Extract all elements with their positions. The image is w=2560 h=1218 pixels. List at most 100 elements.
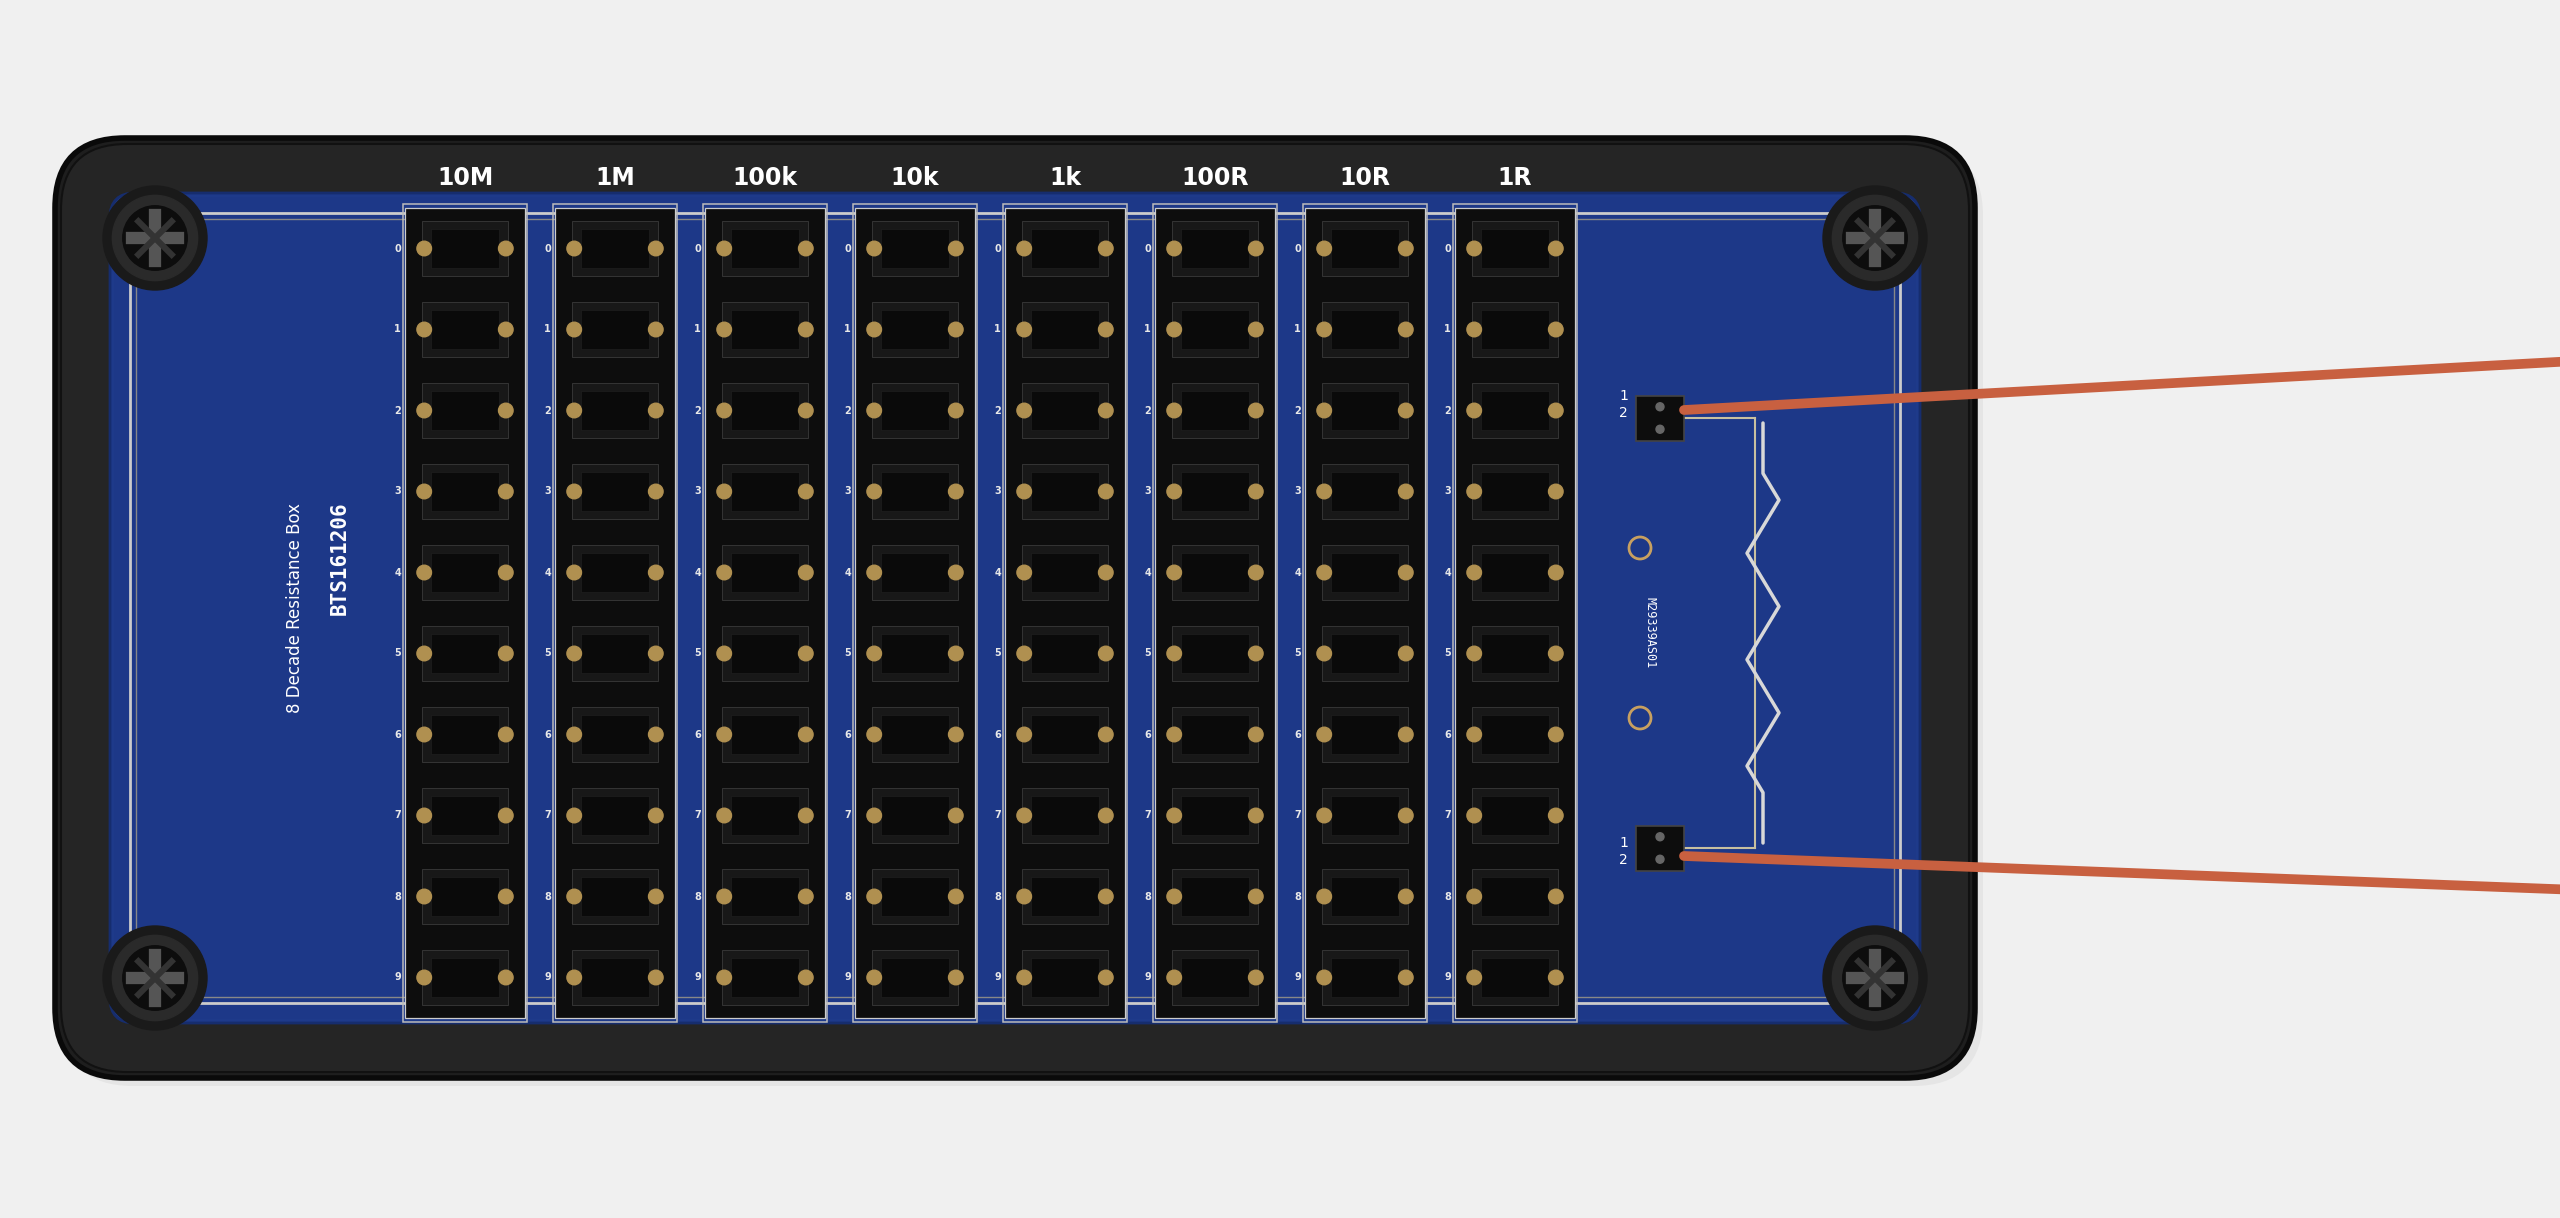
Bar: [422, 706, 509, 762]
Circle shape: [1016, 403, 1032, 418]
Circle shape: [799, 647, 814, 661]
Bar: [881, 553, 950, 592]
Circle shape: [566, 889, 581, 904]
Circle shape: [566, 647, 581, 661]
Circle shape: [648, 323, 663, 337]
Circle shape: [648, 889, 663, 904]
Bar: [1032, 715, 1098, 754]
Text: 100R: 100R: [1180, 166, 1249, 190]
Bar: [1331, 715, 1398, 754]
FancyBboxPatch shape: [64, 146, 1984, 1086]
Bar: [422, 868, 509, 924]
Text: 2: 2: [394, 406, 402, 415]
Text: 8: 8: [993, 892, 1001, 901]
Bar: [422, 464, 509, 519]
Circle shape: [1398, 809, 1413, 823]
Text: 9: 9: [545, 972, 550, 983]
Bar: [1172, 302, 1257, 357]
Bar: [1454, 208, 1574, 1018]
Text: 6: 6: [993, 730, 1001, 739]
Circle shape: [868, 403, 881, 418]
Circle shape: [868, 971, 881, 985]
Bar: [1180, 553, 1249, 592]
Bar: [1331, 633, 1398, 674]
Text: 7: 7: [845, 810, 850, 821]
Text: 9: 9: [694, 972, 701, 983]
Text: 100k: 100k: [732, 166, 799, 190]
Text: 10M: 10M: [438, 166, 494, 190]
Bar: [581, 633, 648, 674]
Text: 5: 5: [1444, 648, 1452, 659]
Bar: [430, 309, 499, 350]
Circle shape: [1398, 403, 1413, 418]
Circle shape: [1549, 971, 1564, 985]
Bar: [1472, 382, 1559, 438]
Circle shape: [113, 195, 197, 280]
Circle shape: [1249, 971, 1262, 985]
Circle shape: [417, 241, 433, 256]
Bar: [881, 471, 950, 512]
Circle shape: [1016, 323, 1032, 337]
Text: 2: 2: [545, 406, 550, 415]
Bar: [1180, 877, 1249, 916]
Bar: [1021, 868, 1108, 924]
Circle shape: [1249, 809, 1262, 823]
Circle shape: [1249, 485, 1262, 499]
Text: 1R: 1R: [1498, 166, 1533, 190]
Text: 4: 4: [1444, 568, 1452, 577]
Bar: [1180, 633, 1249, 674]
Circle shape: [717, 809, 732, 823]
Text: 0: 0: [545, 244, 550, 253]
Text: 4: 4: [394, 568, 402, 577]
Bar: [732, 877, 799, 916]
Bar: [704, 203, 827, 1022]
Bar: [1021, 788, 1108, 843]
Text: 7: 7: [394, 810, 402, 821]
Circle shape: [1167, 565, 1183, 580]
Text: 2: 2: [993, 406, 1001, 415]
Text: 2: 2: [1444, 406, 1452, 415]
Bar: [1021, 302, 1108, 357]
Bar: [1636, 396, 1684, 441]
Bar: [722, 220, 809, 276]
Circle shape: [648, 971, 663, 985]
Bar: [732, 391, 799, 430]
Text: 4: 4: [694, 568, 701, 577]
Text: 0: 0: [694, 244, 701, 253]
Bar: [1331, 795, 1398, 836]
Bar: [1472, 950, 1559, 1005]
Text: 3: 3: [545, 486, 550, 497]
Bar: [571, 544, 658, 600]
Text: 8: 8: [845, 892, 850, 901]
Circle shape: [1467, 727, 1482, 742]
Bar: [873, 302, 957, 357]
Circle shape: [417, 727, 433, 742]
Bar: [881, 957, 950, 998]
Bar: [873, 220, 957, 276]
Bar: [873, 950, 957, 1005]
Circle shape: [1467, 889, 1482, 904]
Circle shape: [950, 485, 963, 499]
Circle shape: [1398, 647, 1413, 661]
Bar: [1482, 795, 1549, 836]
Circle shape: [950, 971, 963, 985]
Text: 8: 8: [1444, 892, 1452, 901]
Bar: [1482, 309, 1549, 350]
Bar: [571, 788, 658, 843]
Bar: [1180, 229, 1249, 268]
Text: 2: 2: [1144, 406, 1152, 415]
Bar: [430, 957, 499, 998]
Circle shape: [868, 727, 881, 742]
Circle shape: [799, 809, 814, 823]
Circle shape: [950, 727, 963, 742]
Circle shape: [417, 889, 433, 904]
Circle shape: [1249, 565, 1262, 580]
FancyBboxPatch shape: [61, 144, 1969, 1072]
Circle shape: [1316, 323, 1331, 337]
Circle shape: [417, 971, 433, 985]
Bar: [1321, 950, 1408, 1005]
Bar: [1472, 302, 1559, 357]
Bar: [1482, 229, 1549, 268]
Circle shape: [566, 727, 581, 742]
Text: BTS161206: BTS161206: [330, 501, 351, 615]
